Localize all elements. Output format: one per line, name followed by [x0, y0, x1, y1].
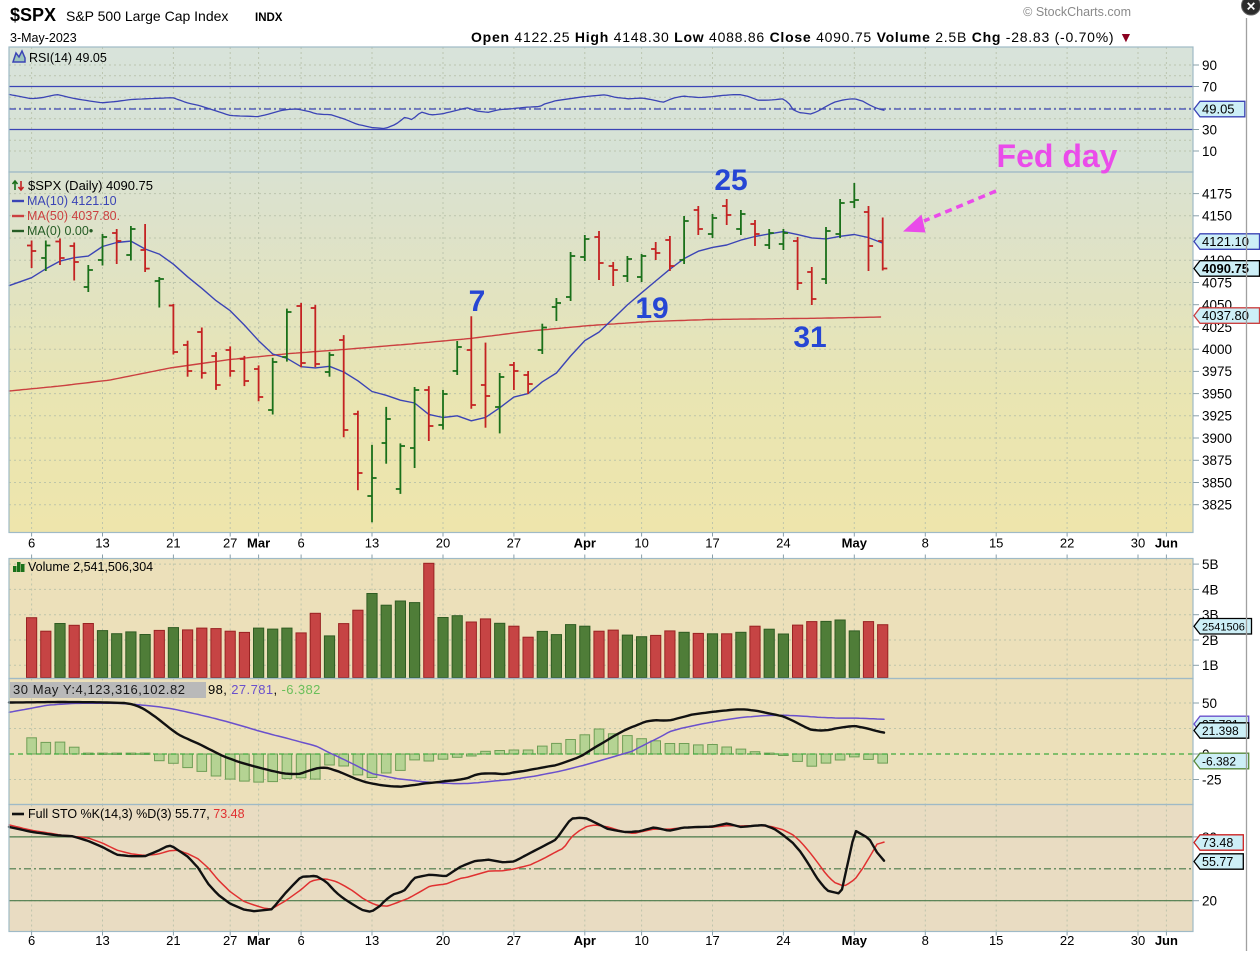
svg-text:20: 20	[436, 536, 450, 551]
svg-text:4000: 4000	[1202, 342, 1232, 357]
svg-text:30: 30	[1202, 122, 1217, 137]
svg-text:55.77: 55.77	[1202, 855, 1233, 869]
svg-text:70: 70	[1202, 79, 1217, 94]
svg-text:3950: 3950	[1202, 387, 1232, 402]
svg-text:May: May	[842, 933, 868, 948]
svg-text:MA(0) 0.00•: MA(0) 0.00•	[27, 224, 93, 238]
svg-text:6: 6	[28, 933, 35, 948]
svg-text:© StockCharts.com: © StockCharts.com	[1023, 5, 1131, 19]
svg-text:30: 30	[1131, 536, 1145, 551]
svg-text:30 May Y:4,123,316,102.82: 30 May Y:4,123,316,102.82	[13, 682, 186, 697]
svg-text:49.05: 49.05	[1202, 102, 1235, 117]
svg-text:24: 24	[776, 536, 790, 551]
svg-text:50: 50	[1202, 696, 1217, 711]
svg-text:3975: 3975	[1202, 364, 1232, 379]
svg-text:15: 15	[989, 536, 1003, 551]
svg-text:5B: 5B	[1202, 557, 1219, 572]
svg-text:4150: 4150	[1202, 209, 1232, 224]
svg-text:Mar: Mar	[247, 536, 270, 551]
svg-text:Open 4122.25 High 4148.30 Low: Open 4122.25 High 4148.30 Low 4088.86 Cl…	[471, 29, 1134, 45]
svg-text:17: 17	[705, 933, 719, 948]
svg-text:20: 20	[436, 933, 450, 948]
svg-text:31: 31	[793, 321, 826, 354]
svg-text:15: 15	[989, 933, 1003, 948]
svg-text:3875: 3875	[1202, 453, 1232, 468]
svg-text:22: 22	[1060, 536, 1074, 551]
svg-text:6: 6	[28, 536, 35, 551]
svg-text:3825: 3825	[1202, 498, 1232, 513]
svg-text:4175: 4175	[1202, 187, 1232, 202]
svg-text:6: 6	[297, 536, 304, 551]
svg-text:$SPX: $SPX	[10, 5, 56, 25]
svg-text:73.48: 73.48	[1202, 836, 1233, 850]
svg-text:Full STO %K(14,3) %D(3) 55.77,: Full STO %K(14,3) %D(3) 55.77, 73.48	[28, 807, 245, 821]
svg-text:Jun: Jun	[1155, 933, 1178, 948]
svg-text:25: 25	[714, 164, 747, 197]
svg-text:Fed day: Fed day	[997, 138, 1118, 174]
svg-text:13: 13	[365, 536, 379, 551]
svg-text:27: 27	[223, 536, 237, 551]
svg-text:4B: 4B	[1202, 582, 1219, 597]
svg-text:4090.75: 4090.75	[1202, 261, 1249, 276]
svg-text:MA(50) 4037.80.: MA(50) 4037.80.	[27, 209, 120, 223]
svg-text:10: 10	[634, 933, 648, 948]
svg-text:1B: 1B	[1202, 658, 1219, 673]
svg-text:19: 19	[635, 292, 668, 325]
svg-text:Jun: Jun	[1155, 536, 1178, 551]
svg-text:17: 17	[705, 536, 719, 551]
svg-text:27: 27	[507, 933, 521, 948]
svg-text:Apr: Apr	[574, 933, 596, 948]
svg-text:98, 27.781, -6.382: 98, 27.781, -6.382	[208, 682, 321, 697]
svg-text:Apr: Apr	[574, 536, 596, 551]
svg-text:3925: 3925	[1202, 409, 1232, 424]
svg-text:Volume 2,541,506,304: Volume 2,541,506,304	[28, 560, 153, 574]
svg-text:6: 6	[297, 933, 304, 948]
svg-text:21: 21	[166, 933, 180, 948]
svg-text:13: 13	[95, 933, 109, 948]
svg-text:May: May	[842, 536, 868, 551]
svg-text:✕: ✕	[1246, 0, 1256, 14]
svg-text:8: 8	[922, 933, 929, 948]
svg-text:27: 27	[223, 933, 237, 948]
svg-text:RSI(14) 49.05: RSI(14) 49.05	[29, 51, 107, 65]
svg-text:22: 22	[1060, 933, 1074, 948]
svg-text:10: 10	[1202, 144, 1217, 159]
svg-text:-6.382: -6.382	[1202, 754, 1236, 768]
svg-text:4037.80: 4037.80	[1202, 308, 1249, 323]
svg-text:20: 20	[1202, 894, 1217, 909]
svg-text:3-May-2023: 3-May-2023	[10, 31, 77, 45]
svg-text:INDX: INDX	[255, 12, 283, 24]
svg-text:30: 30	[1131, 933, 1145, 948]
svg-text:21.398: 21.398	[1202, 724, 1239, 738]
svg-text:-25: -25	[1202, 772, 1222, 787]
svg-text:13: 13	[95, 536, 109, 551]
svg-text:24: 24	[776, 933, 790, 948]
svg-text:4121.10: 4121.10	[1202, 234, 1249, 249]
svg-text:2B: 2B	[1202, 633, 1219, 648]
svg-text:Mar: Mar	[247, 933, 270, 948]
svg-text:27: 27	[507, 536, 521, 551]
svg-text:4075: 4075	[1202, 275, 1232, 290]
svg-text:3850: 3850	[1202, 475, 1232, 490]
svg-text:21: 21	[166, 536, 180, 551]
svg-text:8: 8	[922, 536, 929, 551]
svg-text:2541506: 2541506	[1202, 621, 1245, 633]
svg-text:7: 7	[469, 285, 486, 318]
svg-text:MA(10) 4121.10: MA(10) 4121.10	[27, 194, 117, 208]
svg-text:90: 90	[1202, 58, 1217, 73]
svg-text:13: 13	[365, 933, 379, 948]
svg-text:$SPX (Daily) 4090.75: $SPX (Daily) 4090.75	[28, 178, 153, 193]
svg-text:10: 10	[634, 536, 648, 551]
svg-text:3900: 3900	[1202, 431, 1232, 446]
svg-text:S&P 500 Large Cap Index: S&P 500 Large Cap Index	[66, 8, 228, 24]
